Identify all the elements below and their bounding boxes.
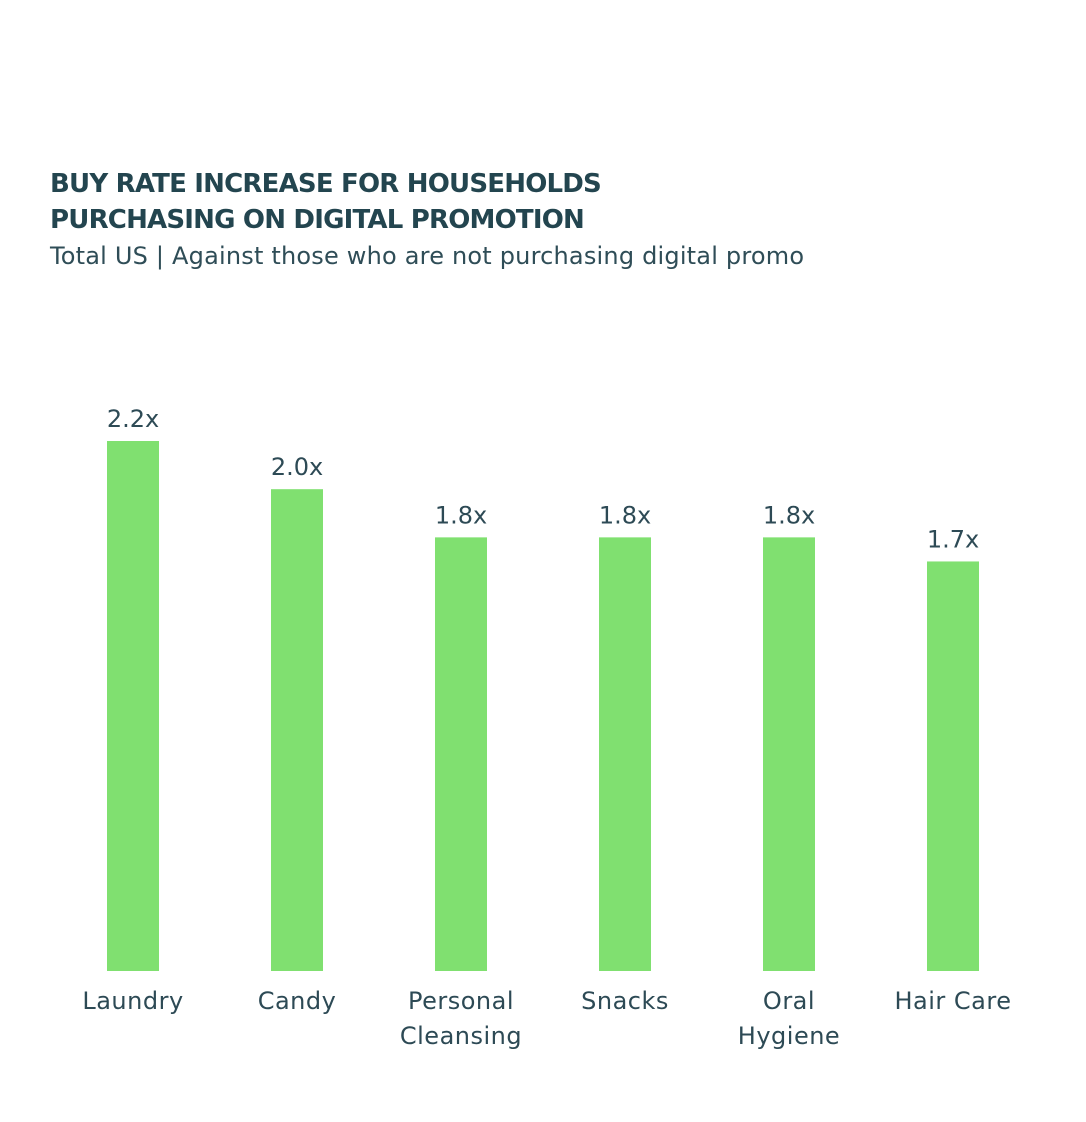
category-label-4-line-1: Hygiene bbox=[738, 1022, 840, 1050]
category-label-0-line-0: Laundry bbox=[82, 987, 183, 1015]
chart-header: BUY RATE INCREASE FOR HOUSEHOLDS PURCHAS… bbox=[50, 166, 1050, 274]
bar-value-label-4: 1.8x bbox=[763, 501, 815, 529]
bar-5 bbox=[927, 561, 979, 971]
bar-value-label-1: 2.0x bbox=[271, 453, 323, 481]
chart-title-line-2: PURCHASING ON DIGITAL PROMOTION bbox=[50, 205, 585, 235]
bar-value-label-5: 1.7x bbox=[927, 525, 979, 553]
bar-value-label-3: 1.8x bbox=[599, 501, 651, 529]
category-label-1-line-0: Candy bbox=[258, 987, 337, 1015]
chart-title-line-1: BUY RATE INCREASE FOR HOUSEHOLDS bbox=[50, 169, 602, 199]
bar-1 bbox=[271, 489, 323, 971]
bar-0 bbox=[107, 441, 159, 971]
bar-2 bbox=[435, 537, 487, 971]
bar-value-label-0: 2.2x bbox=[107, 405, 159, 433]
chart-subtitle: Total US | Against those who are not pur… bbox=[50, 242, 805, 270]
bar-3 bbox=[599, 537, 651, 971]
category-label-2-line-0: Personal bbox=[408, 987, 514, 1015]
category-label-5-line-0: Hair Care bbox=[895, 987, 1012, 1015]
category-label-3-line-0: Snacks bbox=[581, 987, 669, 1015]
bar-value-label-2: 1.8x bbox=[435, 501, 487, 529]
category-label-4-line-0: Oral bbox=[763, 987, 815, 1015]
category-label-2-line-1: Cleansing bbox=[400, 1022, 522, 1050]
bar-4 bbox=[763, 537, 815, 971]
